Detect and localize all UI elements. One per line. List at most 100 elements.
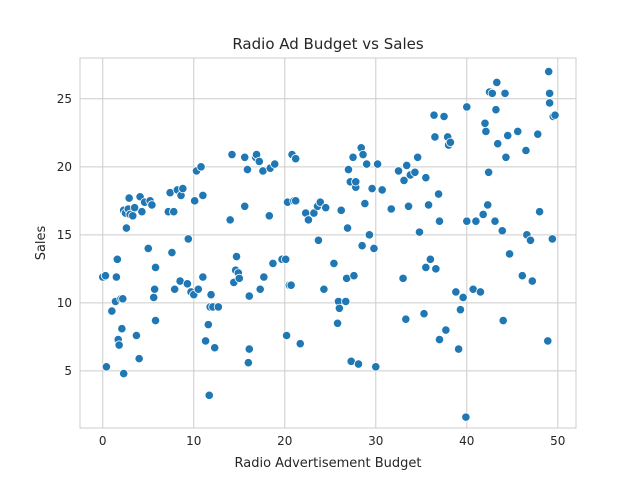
data-point xyxy=(525,235,536,245)
data-point xyxy=(434,334,445,345)
y-tick-label: 20 xyxy=(57,160,72,174)
data-point xyxy=(421,173,431,183)
data-point xyxy=(439,111,449,122)
data-point xyxy=(281,254,291,264)
data-point xyxy=(244,291,254,301)
data-point xyxy=(169,207,179,217)
data-point xyxy=(348,152,358,162)
data-point xyxy=(399,175,409,186)
data-point xyxy=(349,271,359,281)
data-point xyxy=(410,167,420,177)
data-point xyxy=(182,279,192,289)
data-point xyxy=(329,258,339,269)
data-point xyxy=(475,287,486,297)
data-point xyxy=(321,203,331,213)
x-tick-label: 20 xyxy=(277,434,292,448)
data-point xyxy=(167,247,177,258)
data-point xyxy=(295,339,305,349)
data-point xyxy=(343,164,354,175)
data-point xyxy=(303,215,314,225)
data-point xyxy=(441,325,451,335)
data-point xyxy=(545,98,555,108)
data-point xyxy=(254,156,264,166)
data-point xyxy=(137,207,147,217)
data-point xyxy=(491,105,501,115)
data-point xyxy=(445,137,456,147)
x-axis-title: Radio Advertisement Budget xyxy=(235,456,422,471)
data-point xyxy=(119,368,129,379)
data-point xyxy=(534,207,545,217)
data-point xyxy=(414,227,425,237)
data-point xyxy=(419,309,429,319)
y-tick-label: 15 xyxy=(57,228,72,242)
data-point xyxy=(259,272,269,282)
data-point xyxy=(481,126,491,137)
data-point xyxy=(351,177,361,187)
data-point xyxy=(150,284,160,294)
data-point xyxy=(332,318,343,328)
data-point xyxy=(517,271,527,281)
data-point xyxy=(286,280,296,290)
data-point xyxy=(433,189,444,199)
x-tick-label: 0 xyxy=(99,434,107,448)
data-point xyxy=(150,262,161,273)
data-point xyxy=(471,216,481,226)
data-point xyxy=(353,359,364,369)
x-tick-label: 10 xyxy=(186,434,201,448)
data-point xyxy=(231,252,242,262)
data-point xyxy=(291,196,301,206)
data-point xyxy=(203,320,213,330)
y-axis-title: Sales xyxy=(34,225,49,260)
data-point xyxy=(372,159,383,169)
data-point xyxy=(291,154,301,164)
plot-frame xyxy=(79,57,577,429)
data-point xyxy=(264,211,274,221)
data-points xyxy=(98,67,560,422)
data-point xyxy=(183,234,193,244)
data-point xyxy=(545,88,555,98)
data-point xyxy=(213,302,223,312)
data-point xyxy=(117,324,127,334)
data-point xyxy=(240,152,250,162)
data-point xyxy=(190,196,200,206)
data-point xyxy=(244,344,254,354)
y-tick-label: 10 xyxy=(57,296,72,310)
data-point xyxy=(121,223,132,233)
data-point xyxy=(497,226,507,236)
data-point xyxy=(225,215,235,225)
data-point xyxy=(131,330,142,341)
data-point xyxy=(134,354,144,364)
data-point xyxy=(480,118,490,128)
data-point xyxy=(150,315,161,326)
data-point xyxy=(268,258,278,269)
data-point xyxy=(455,305,466,315)
data-point xyxy=(501,152,511,162)
data-point xyxy=(492,77,502,88)
data-point xyxy=(430,132,440,142)
data-point xyxy=(281,330,292,341)
data-point xyxy=(255,284,265,294)
data-point xyxy=(451,287,461,297)
data-point xyxy=(198,272,208,282)
data-point xyxy=(118,294,128,304)
data-point xyxy=(313,235,324,245)
x-tick-label: 50 xyxy=(550,434,565,448)
x-axis-ticks: 0 10 20 30 40 50 xyxy=(99,434,566,448)
data-point xyxy=(124,193,134,203)
data-point xyxy=(402,160,412,171)
data-point xyxy=(498,315,508,326)
data-point xyxy=(334,303,344,313)
data-point xyxy=(484,167,494,177)
data-point xyxy=(413,152,423,162)
data-point xyxy=(504,249,515,259)
data-point xyxy=(147,200,157,210)
data-point xyxy=(204,390,214,400)
data-point xyxy=(336,205,346,215)
data-point xyxy=(364,230,375,240)
data-point xyxy=(500,88,510,98)
data-point xyxy=(270,159,280,169)
data-point xyxy=(423,200,434,210)
data-point xyxy=(360,198,370,209)
data-point xyxy=(513,126,523,137)
